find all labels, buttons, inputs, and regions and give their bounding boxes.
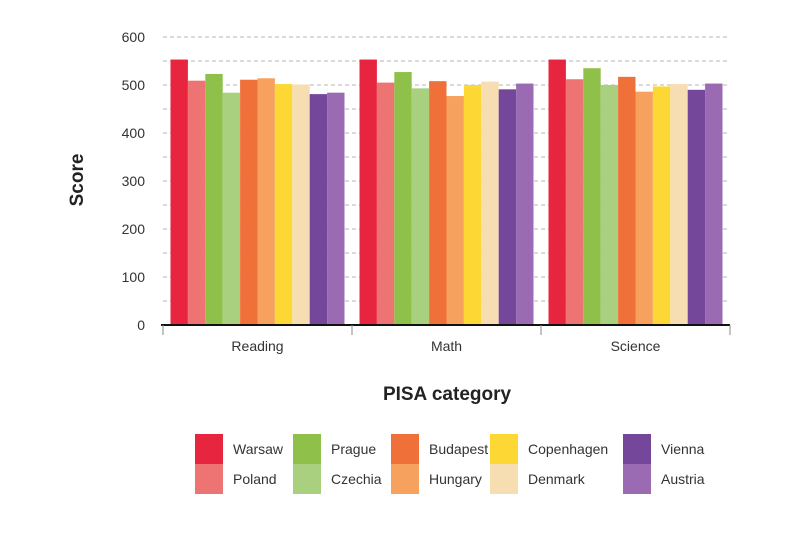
axes — [161, 324, 731, 335]
legend-swatch — [391, 464, 419, 494]
y-tick-label: 500 — [122, 77, 146, 93]
bar — [670, 84, 688, 325]
legend-swatch — [623, 464, 651, 494]
legend: Warsaw Poland Prague Czechia Budapest Hungary… — [195, 434, 705, 494]
y-tick-label: 100 — [122, 269, 146, 285]
bar — [481, 81, 499, 325]
bar — [292, 84, 310, 326]
bar — [565, 79, 584, 326]
legend-swatch — [195, 464, 223, 494]
bar — [498, 89, 517, 325]
legend-label: Austria — [661, 471, 705, 487]
y-axis-title: Score — [67, 154, 88, 207]
bar — [376, 82, 395, 325]
bar — [463, 85, 482, 325]
bar — [222, 92, 241, 326]
bar — [240, 79, 258, 325]
bar — [600, 85, 619, 325]
y-tick-label: 300 — [122, 173, 146, 189]
x-tick-label: Science — [611, 338, 661, 354]
legend-swatch — [623, 434, 651, 464]
y-tick-label: 400 — [122, 125, 146, 141]
x-tick-labels: Reading Math Science — [231, 338, 660, 354]
bar — [516, 83, 534, 325]
legend-swatch — [490, 434, 518, 464]
bar — [618, 76, 636, 325]
legend-label: Warsaw — [233, 441, 284, 457]
bar — [327, 92, 345, 326]
legend-swatch — [195, 434, 223, 464]
legend-swatch — [293, 464, 321, 494]
y-tick-label: 200 — [122, 221, 146, 237]
legend-label: Budapest — [429, 441, 488, 457]
bar — [583, 68, 601, 325]
legend-swatch — [293, 434, 321, 464]
legend-label: Prague — [331, 441, 376, 457]
y-tick-labels: 0 100 200 300 400 500 600 — [122, 29, 146, 333]
bar — [359, 59, 377, 326]
bar — [274, 84, 293, 325]
legend-label: Hungary — [429, 471, 482, 487]
legend-label: Vienna — [661, 441, 705, 457]
bar — [411, 88, 430, 325]
y-tick-label: 0 — [137, 317, 145, 333]
bar — [705, 83, 723, 325]
x-tick-label: Reading — [231, 338, 283, 354]
y-tick-label: 600 — [122, 29, 146, 45]
bar — [652, 86, 671, 325]
bar — [548, 59, 566, 326]
bar — [170, 59, 188, 326]
bar — [257, 78, 275, 325]
bar — [687, 89, 706, 325]
bar — [429, 81, 447, 325]
bar — [309, 94, 328, 326]
x-tick-label: Math — [431, 338, 462, 354]
legend-swatch — [490, 464, 518, 494]
bar — [446, 96, 464, 325]
bar — [635, 91, 653, 325]
bar — [187, 80, 206, 326]
legend-label: Czechia — [331, 471, 382, 487]
bar — [205, 73, 223, 326]
legend-label: Copenhagen — [528, 441, 608, 457]
legend-label: Denmark — [528, 471, 586, 487]
x-axis-title: PISA category — [383, 384, 512, 405]
legend-swatch — [391, 434, 419, 464]
bar — [394, 72, 412, 325]
bars — [170, 59, 723, 326]
legend-label: Poland — [233, 471, 277, 487]
